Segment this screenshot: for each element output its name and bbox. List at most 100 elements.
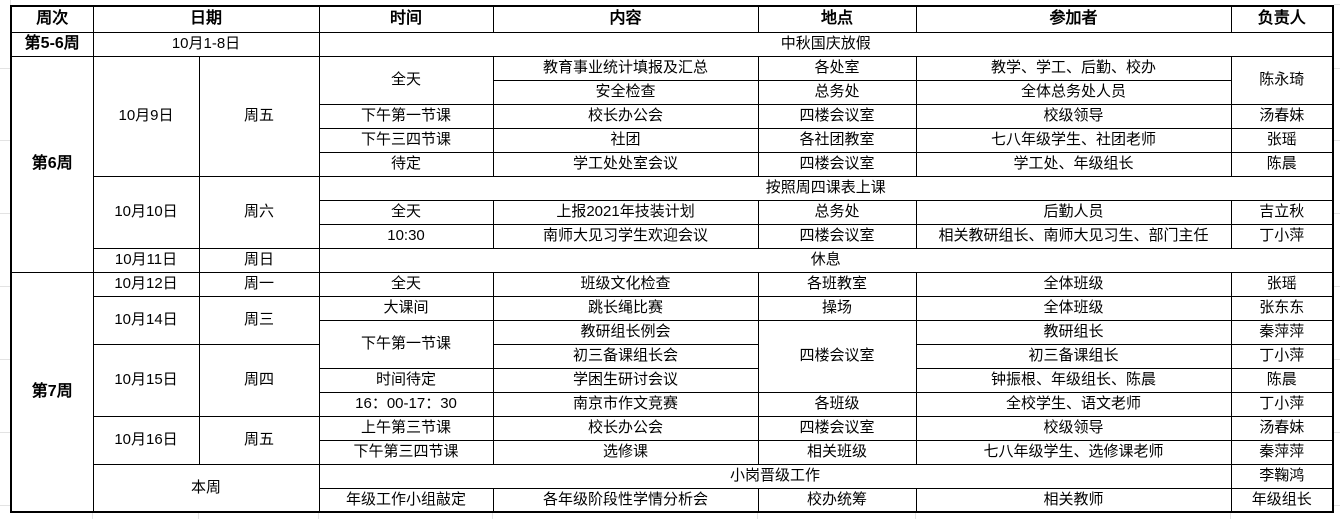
date-cell[interactable]: 10月1-8日 [92,31,320,57]
time-cell[interactable]: 下午三四节课 [318,127,494,153]
time-cell[interactable]: 上午第三节课 [318,415,494,441]
note-cell[interactable]: 休息 [318,247,1334,273]
location-cell[interactable]: 四楼会议室 [757,151,917,177]
time-cell[interactable]: 下午第三四节课 [318,439,494,465]
time-cell[interactable]: 下午第一节课 [318,319,494,369]
location-cell[interactable]: 校办统筹 [757,487,917,513]
owner-cell[interactable]: 张瑶 [1230,271,1334,297]
participants-cell[interactable]: 初三备课组长 [915,343,1232,369]
date-cell[interactable]: 10月15日 [92,343,200,417]
content-cell[interactable]: 跳长绳比赛 [492,295,759,321]
location-cell[interactable]: 操场 [757,295,917,321]
date-cell[interactable]: 10月10日 [92,175,200,249]
owner-cell[interactable]: 张瑶 [1230,127,1334,153]
weekday-cell[interactable]: 周三 [198,295,320,345]
time-cell[interactable]: 16：00-17：30 [318,391,494,417]
time-cell[interactable]: 全天 [318,271,494,297]
weekday-cell[interactable]: 周一 [198,271,320,297]
time-cell[interactable]: 全天 [318,199,494,225]
participants-cell[interactable]: 钟振根、年级组长、陈晨 [915,367,1232,393]
content-cell[interactable]: 初三备课组长会 [492,343,759,369]
owner-cell[interactable]: 陈永琦 [1230,55,1334,105]
content-cell[interactable]: 南师大见习学生欢迎会议 [492,223,759,249]
header-cell-content[interactable]: 内容 [492,5,759,33]
location-cell[interactable]: 四楼会议室 [757,103,917,129]
content-cell[interactable]: 南京市作文竞赛 [492,391,759,417]
weekday-cell[interactable]: 周四 [198,343,320,417]
location-cell[interactable]: 各处室 [757,55,917,81]
weekday-cell[interactable]: 周五 [198,415,320,465]
date-cell[interactable]: 10月9日 [92,55,200,177]
owner-cell[interactable]: 年级组长 [1230,487,1334,513]
participants-cell[interactable]: 后勤人员 [915,199,1232,225]
participants-cell[interactable]: 全体班级 [915,271,1232,297]
week-label[interactable]: 第7周 [10,271,94,513]
owner-cell[interactable]: 陈晨 [1230,367,1334,393]
weekday-cell[interactable]: 周六 [198,175,320,249]
week-label[interactable]: 第6周 [10,55,94,273]
participants-cell[interactable]: 教学、学工、后勤、校办 [915,55,1232,81]
date-cell[interactable]: 10月11日 [92,247,200,273]
time-cell[interactable]: 全天 [318,55,494,105]
time-cell[interactable]: 大课间 [318,295,494,321]
weekday-cell[interactable]: 周五 [198,55,320,177]
location-cell[interactable]: 四楼会议室 [757,223,917,249]
owner-cell[interactable]: 汤春妹 [1230,103,1334,129]
owner-cell[interactable]: 秦萍萍 [1230,319,1334,345]
content-cell[interactable]: 选修课 [492,439,759,465]
participants-cell[interactable]: 教研组长 [915,319,1232,345]
header-cell-time[interactable]: 时间 [318,5,494,33]
content-cell[interactable]: 社团 [492,127,759,153]
participants-cell[interactable]: 全校学生、语文老师 [915,391,1232,417]
date-cell[interactable]: 10月14日 [92,295,200,345]
location-cell[interactable]: 各社团教室 [757,127,917,153]
location-cell[interactable]: 总务处 [757,199,917,225]
time-cell[interactable]: 10:30 [318,223,494,249]
owner-cell[interactable]: 丁小萍 [1230,343,1334,369]
time-cell[interactable]: 年级工作小组敲定 [318,487,494,513]
time-cell[interactable]: 下午第一节课 [318,103,494,129]
note-cell[interactable]: 按照周四课表上课 [318,175,1334,201]
owner-cell[interactable]: 秦萍萍 [1230,439,1334,465]
owner-cell[interactable]: 陈晨 [1230,151,1334,177]
participants-cell[interactable]: 相关教师 [915,487,1232,513]
participants-cell[interactable]: 校级领导 [915,103,1232,129]
participants-cell[interactable]: 全体班级 [915,295,1232,321]
weekday-cell[interactable]: 周日 [198,247,320,273]
note-cell[interactable]: 中秋国庆放假 [318,31,1334,57]
content-cell[interactable]: 校长办公会 [492,415,759,441]
date-cell[interactable]: 10月16日 [92,415,200,465]
date-cell[interactable]: 本周 [92,463,320,513]
location-cell[interactable]: 四楼会议室 [757,415,917,441]
participants-cell[interactable]: 全体总务处人员 [915,79,1232,105]
content-cell[interactable]: 班级文化检查 [492,271,759,297]
participants-cell[interactable]: 校级领导 [915,415,1232,441]
header-cell-owner[interactable]: 负责人 [1230,5,1334,33]
header-cell-participants[interactable]: 参加者 [915,5,1232,33]
content-cell[interactable]: 教研组长例会 [492,319,759,345]
content-cell[interactable]: 教育事业统计填报及汇总 [492,55,759,81]
content-cell[interactable]: 学工处处室会议 [492,151,759,177]
time-cell[interactable]: 时间待定 [318,367,494,393]
note-cell[interactable]: 小岗晋级工作 [318,463,1232,489]
owner-cell[interactable]: 吉立秋 [1230,199,1334,225]
participants-cell[interactable]: 七八年级学生、社团老师 [915,127,1232,153]
participants-cell[interactable]: 学工处、年级组长 [915,151,1232,177]
owner-cell[interactable]: 张东东 [1230,295,1334,321]
date-cell[interactable]: 10月12日 [92,271,200,297]
participants-cell[interactable]: 七八年级学生、选修课老师 [915,439,1232,465]
content-cell[interactable]: 各年级阶段性学情分析会 [492,487,759,513]
location-cell[interactable]: 四楼会议室 [757,319,917,393]
content-cell[interactable]: 学困生研讨会议 [492,367,759,393]
location-cell[interactable]: 各班教室 [757,271,917,297]
owner-cell[interactable]: 丁小萍 [1230,223,1334,249]
location-cell[interactable]: 总务处 [757,79,917,105]
participants-cell[interactable]: 相关教研组长、南师大见习生、部门主任 [915,223,1232,249]
content-cell[interactable]: 上报2021年技装计划 [492,199,759,225]
location-cell[interactable]: 相关班级 [757,439,917,465]
location-cell[interactable]: 各班级 [757,391,917,417]
owner-cell[interactable]: 汤春妹 [1230,415,1334,441]
header-cell-week[interactable]: 周次 [10,5,94,33]
owner-cell[interactable]: 丁小萍 [1230,391,1334,417]
owner-cell[interactable]: 李鞠鸿 [1230,463,1334,489]
